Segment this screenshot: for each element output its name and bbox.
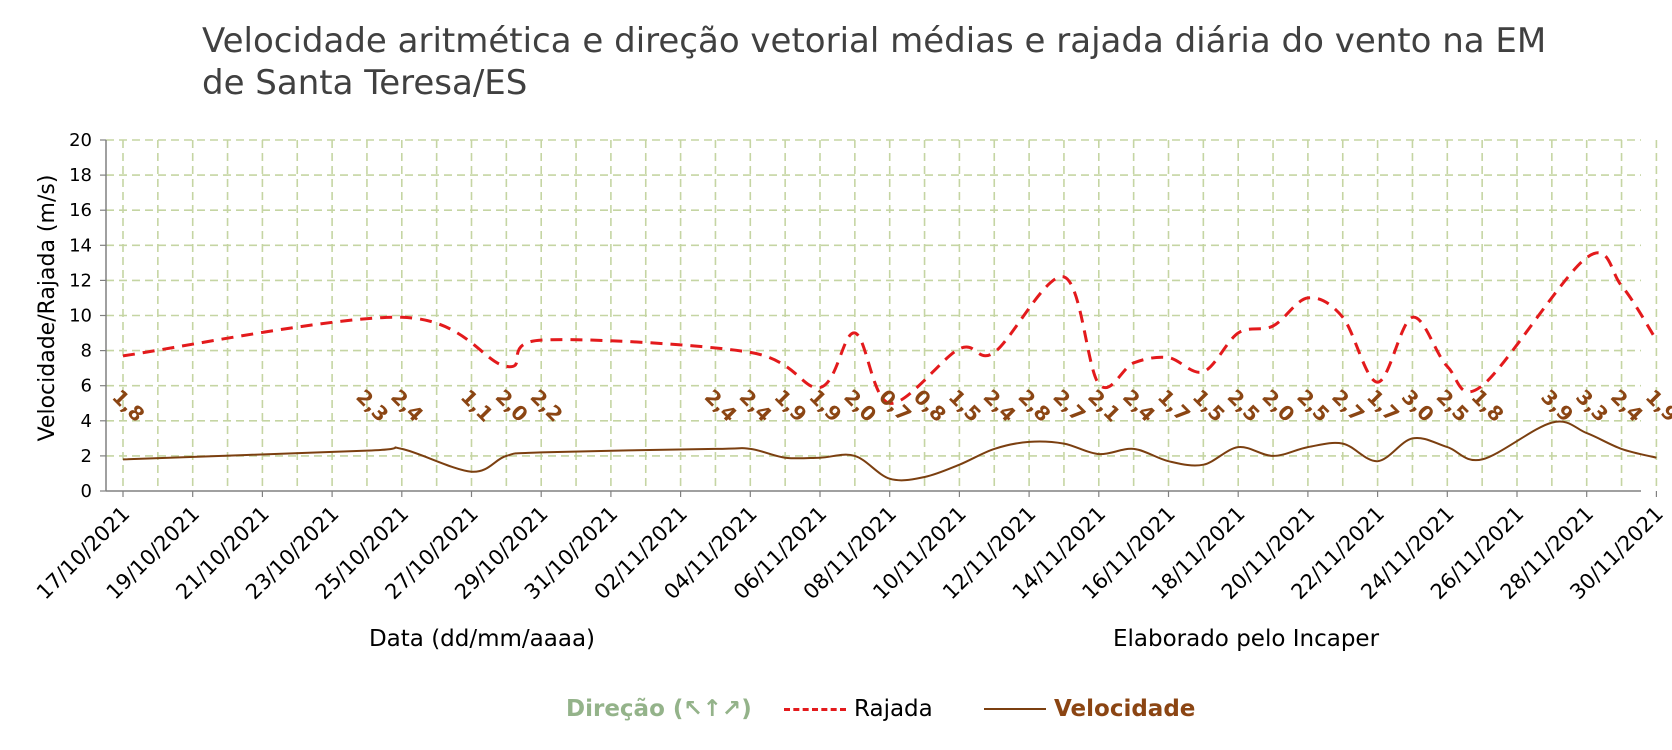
y-axis-title: Velocidade/Rajada (m/s) (35, 175, 60, 442)
legend-item-rajada: Rajada (784, 694, 933, 724)
velocidade-data-label: 1,5 (1188, 385, 1230, 427)
legend-item-direcao: Direção (↖↑↗) (566, 694, 752, 724)
velocidade-line (122, 420, 1657, 482)
legend-label-velocidade: Velocidade (1054, 696, 1196, 722)
credit-text: Elaborado pelo Incaper (1113, 626, 1380, 652)
y-tick-label: 0 (81, 481, 92, 502)
y-tick-label: 4 (81, 411, 92, 432)
legend-swatch-velocidade (984, 708, 1046, 710)
grid (106, 139, 1658, 491)
y-tick-label: 16 (69, 200, 92, 221)
y-tick-label: 10 (69, 306, 92, 327)
velocidade-data-label: 2,4 (979, 385, 1021, 427)
legend-item-velocidade: Velocidade (984, 694, 1195, 724)
y-ticks: 0 2 4 6 8 10 12 14 16 18 20 (69, 130, 106, 502)
x-ticks: 17/10/202119/10/202121/10/202123/10/2021… (32, 491, 1668, 604)
y-tick-label: 2 (81, 446, 92, 467)
series-velocidade (122, 420, 1657, 482)
y-tick-label: 8 (81, 341, 92, 362)
y-tick-label: 18 (69, 165, 92, 186)
y-tick-label: 6 (81, 376, 92, 397)
x-axis-title: Data (dd/mm/aaaa) (369, 626, 595, 652)
legend-label-rajada: Rajada (854, 696, 933, 722)
legend: Direção (↖↑↗) Rajada Velocidade (0, 694, 1672, 724)
y-tick-label: 14 (69, 235, 92, 256)
legend-swatch-rajada (784, 707, 846, 711)
y-tick-label: 12 (69, 270, 92, 291)
velocidade-data-label: 2,4 (1606, 385, 1648, 427)
rajada-line (122, 251, 1658, 405)
legend-label-direcao: Direção (↖↑↗) (566, 696, 752, 722)
series-rajada (122, 251, 1658, 405)
velocidade-data-label: 2,1 (1083, 385, 1125, 427)
y-tick-label: 20 (69, 130, 92, 151)
chart-title: Velocidade aritmética e direção vetorial… (202, 21, 1547, 103)
